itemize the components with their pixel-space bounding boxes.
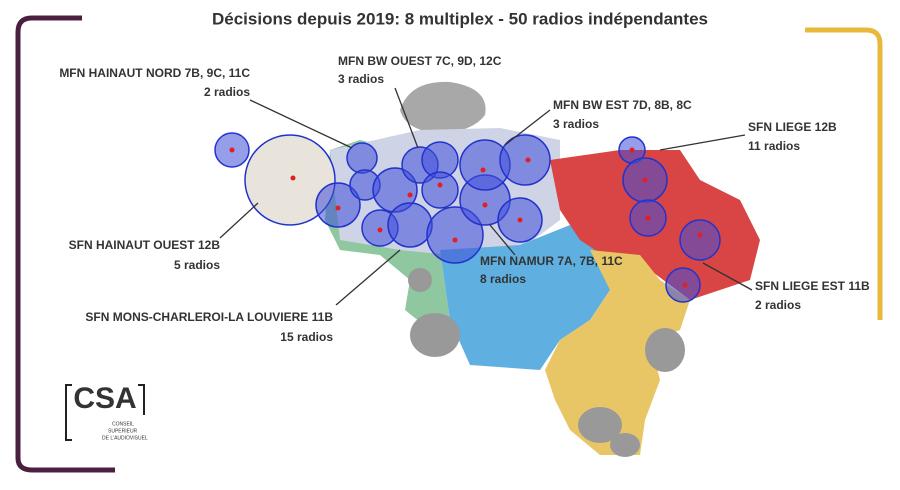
region: [408, 268, 432, 292]
title: Décisions depuis 2019: 8 multiplex - 50 …: [212, 9, 708, 28]
zone: [679, 219, 721, 261]
leader-line: [394, 87, 419, 149]
label-count: 3 radios: [338, 72, 384, 86]
transmitter: [697, 232, 703, 238]
transmitter: [377, 227, 383, 233]
zones: [214, 132, 721, 303]
label-name: MFN BW OUEST 7C, 9D, 12C: [338, 54, 502, 68]
label-name: MFN BW EST 7D, 8B, 8C: [553, 98, 692, 112]
leader-line: [489, 224, 516, 256]
region: [410, 313, 460, 357]
transmitter: [229, 147, 235, 153]
zone: [421, 171, 459, 209]
leader-line: [504, 109, 551, 146]
leader-line: [659, 134, 746, 151]
label-count: 3 radios: [553, 117, 599, 131]
leader-line: [219, 202, 259, 239]
label-name: MFN HAINAUT NORD 7B, 9C, 11C: [59, 66, 250, 80]
leader-line: [335, 249, 401, 306]
transmitter: [480, 167, 486, 173]
logo: CSA CONSEIL SUPERIEUR DE L'AUDIOVISUEL: [65, 382, 148, 441]
map: [214, 81, 760, 457]
transmitter: [645, 215, 651, 221]
label-name: SFN LIEGE EST 11B: [755, 279, 870, 293]
logo-line: DE L'AUDIOVISUEL: [102, 435, 148, 441]
label-count: 11 radios: [748, 139, 800, 153]
leader-line: [702, 262, 753, 291]
transmitter: [452, 237, 458, 243]
region: [610, 433, 640, 457]
transmitter: [482, 202, 488, 208]
label-count: 2 radios: [755, 298, 801, 312]
transmitter: [335, 205, 341, 211]
logo-line: CONSEIL: [112, 421, 134, 427]
region: [400, 81, 486, 133]
label-name: SFN LIEGE 12B: [748, 120, 837, 134]
leader-line: [249, 99, 353, 149]
label-count: 2 radios: [204, 85, 250, 99]
zone: [387, 202, 433, 248]
region: [545, 250, 690, 455]
label-count: 8 radios: [480, 272, 526, 286]
transmitter: [682, 282, 688, 288]
transmitter: [525, 157, 531, 163]
zone: [426, 206, 484, 264]
logo-line: SUPERIEUR: [108, 428, 138, 434]
zone: [499, 134, 551, 186]
region: [578, 407, 622, 443]
frame-right: [805, 27, 883, 320]
transmitter: [437, 182, 443, 188]
leader-lines: [219, 87, 753, 306]
region: [645, 328, 685, 372]
region: [440, 225, 610, 370]
transmitter: [642, 177, 648, 183]
transmitter: [290, 175, 296, 181]
transmitter: [407, 192, 413, 198]
logo-name: CSA: [73, 382, 136, 415]
zone: [244, 134, 336, 226]
zone: [315, 182, 361, 228]
transmitter: [517, 217, 523, 223]
label-count: 5 radios: [174, 258, 220, 272]
label-count: 15 radios: [280, 330, 333, 344]
shape: [65, 384, 145, 441]
label-name: SFN HAINAUT OUEST 12B: [69, 238, 221, 252]
label-name: SFN MONS-CHARLEROI-LA LOUVIERE 11B: [85, 310, 333, 324]
frame-left: [15, 15, 115, 473]
label-name: MFN NAMUR 7A, 7B, 11C: [480, 254, 623, 268]
transmitter: [629, 147, 635, 153]
